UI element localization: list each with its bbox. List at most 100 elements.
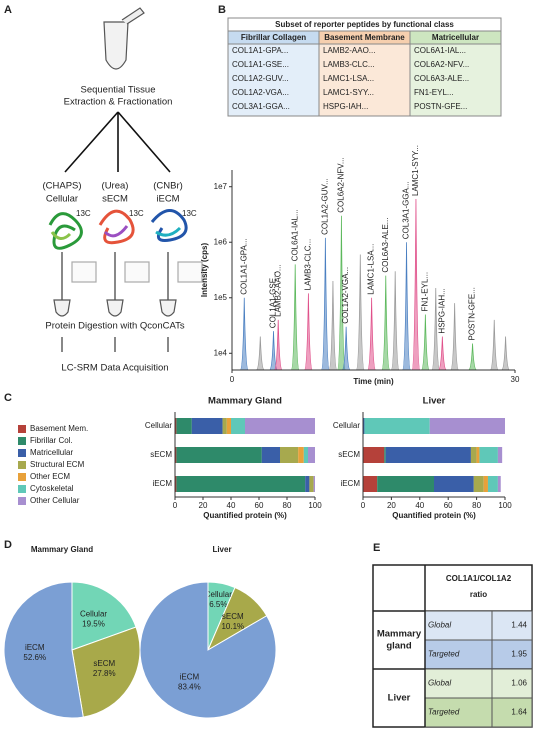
slice-value: 19.5%	[82, 620, 105, 629]
bar-segment	[473, 476, 484, 492]
slice-label: Cellular	[205, 590, 232, 599]
bar-segment	[434, 476, 474, 492]
y-tick-label: 1e4	[214, 348, 228, 357]
table-cell: COL6A1-IAL...	[414, 46, 466, 55]
table-header: ratio	[470, 590, 487, 599]
x-axis-label: Quantified protein (%)	[392, 511, 476, 520]
x-tick-label: 20	[199, 501, 208, 510]
x-tick-label: 40	[227, 501, 236, 510]
peak-label: COL1A1-GPA...	[239, 238, 248, 294]
peak-label: COL1A1-GSE...	[269, 271, 278, 328]
x-axis-label: Time (min)	[353, 377, 394, 386]
peak	[437, 336, 447, 371]
x-tick-label: 0	[361, 501, 366, 510]
legend-swatch	[18, 473, 26, 481]
table-cell: COL6A3-ALE...	[414, 74, 469, 83]
category-label: iECM	[152, 479, 172, 488]
bar-segment	[363, 447, 385, 463]
table-cell: COL1A1-GSE...	[232, 60, 289, 69]
pie-title: Mammary Gland	[31, 545, 93, 554]
bar-segment	[308, 447, 315, 463]
panel-label: D	[4, 539, 12, 551]
peak-label: LAMB3-CLC...	[304, 239, 313, 291]
fraction-name: iECM	[156, 194, 179, 205]
table-cell: LAMC1-SYY...	[323, 88, 374, 97]
bar-segment	[487, 476, 498, 492]
fraction-name: Cellular	[46, 194, 78, 205]
tube	[53, 299, 71, 317]
bar-segment	[305, 476, 310, 492]
bar-segment	[497, 476, 501, 492]
peak	[341, 326, 351, 371]
table-header: Basement Membrane	[324, 33, 405, 42]
tissue-label: Liver	[388, 693, 411, 704]
x-tick-label: 60	[444, 501, 453, 510]
bar-segment	[470, 447, 477, 463]
bar-segment	[176, 447, 262, 463]
category-label: sECM	[338, 450, 360, 459]
tube-cap	[121, 7, 145, 25]
peak-label: COL1A2-VGA...	[341, 267, 350, 324]
blob	[103, 225, 129, 238]
bar-segment	[261, 447, 280, 463]
pie-slice	[139, 581, 277, 719]
blob	[48, 212, 83, 250]
legend-label: Cytoskeletal	[30, 484, 74, 493]
peak	[411, 199, 421, 371]
pie-title: Liver	[212, 545, 231, 554]
x-tick-label: 100	[498, 501, 512, 510]
method-label: Global	[428, 679, 451, 688]
peak	[402, 242, 411, 371]
bar-segment	[364, 418, 430, 434]
fraction-reagent: (Urea)	[102, 181, 129, 192]
qconcat-box	[124, 261, 150, 283]
column-body	[227, 43, 320, 117]
bar-segment	[363, 418, 365, 434]
ratio-value: 1.64	[511, 708, 527, 717]
peak-label: COL6A1-IAL...	[290, 209, 299, 261]
method-label: Targeted	[428, 650, 460, 659]
bar-segment	[303, 447, 308, 463]
table-title: Subset of reporter peptides by functiona…	[275, 20, 454, 29]
legend-swatch	[18, 497, 26, 505]
tissue-label: gland	[386, 641, 412, 652]
peak-label: COL3A1-GGA...	[402, 181, 411, 239]
category-label: Cellular	[145, 421, 172, 430]
peak-label: LAMC1-SYY...	[411, 145, 420, 196]
ratio-cell	[424, 610, 533, 641]
table-cell: COL1A2-GUV...	[232, 74, 289, 83]
peak-label: COL6A3-ALE...	[381, 218, 390, 273]
legend-label: Matricellular	[30, 448, 73, 457]
slice-label: sECM	[222, 612, 244, 621]
y-axis-label: Intensity (cps)	[200, 243, 209, 298]
method-label: Global	[428, 621, 451, 630]
legend-label: Other ECM	[30, 472, 70, 481]
legend-swatch	[18, 449, 26, 457]
bar-segment	[497, 447, 503, 463]
peak-label: COL1A2-GUV...	[320, 178, 329, 235]
table-cell: FN1-EYL...	[414, 88, 454, 97]
arrows	[61, 337, 169, 352]
fraction-name: sECM	[102, 194, 128, 205]
peak	[273, 319, 283, 371]
qconcat-box	[71, 261, 97, 283]
blob	[50, 231, 72, 240]
peak-label: FN1-EYL...	[420, 272, 429, 312]
bar-segment	[313, 476, 315, 492]
panel-title: Liver	[423, 396, 446, 407]
workflow-drawing	[48, 7, 203, 352]
x-tick-label: 80	[283, 501, 292, 510]
panel-label: C	[4, 392, 12, 404]
table-cell: LAMB3-CLC...	[323, 60, 375, 69]
table-cell: COL6A2-NFV...	[414, 60, 469, 69]
qconcat-box	[177, 261, 203, 283]
legend-swatch	[18, 485, 26, 493]
legend-swatch	[18, 461, 26, 469]
x-axis-label: Quantified protein (%)	[203, 511, 287, 520]
bar-segment	[175, 447, 177, 463]
bar-segment	[479, 447, 498, 463]
peak-label: COL6A2-NFV...	[337, 157, 346, 212]
slice-value: 10.1%	[221, 622, 244, 631]
